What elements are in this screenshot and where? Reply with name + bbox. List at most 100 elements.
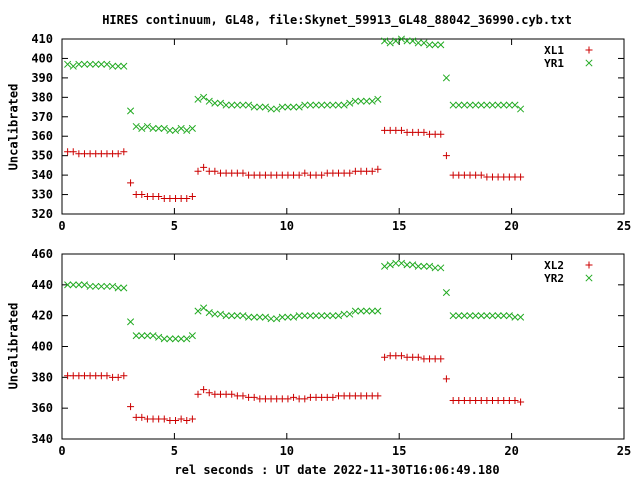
data-point-yr2 [75,281,83,289]
data-point-xl2 [442,375,450,383]
data-point-yr1 [334,101,343,109]
data-point-yr1 [488,101,497,109]
data-point-yr1 [261,103,269,111]
data-point-yr2 [143,332,151,340]
data-point-yr2 [228,312,236,320]
x-tick-label: 10 [280,444,294,458]
data-point-yr2 [488,312,497,320]
data-point-yr1 [312,101,320,109]
data-point-yr1 [127,107,135,115]
data-point-yr1 [80,60,89,68]
data-point-yr2 [494,312,502,320]
data-point-yr2 [205,309,213,317]
legend-marker-xl1 [585,46,593,54]
data-point-yr2 [256,313,264,321]
data-point-yr1 [420,39,428,47]
data-point-xl2 [114,373,122,381]
data-point-xl1 [437,130,445,138]
data-point-xl2 [397,352,405,360]
data-point-yr2 [346,310,354,318]
data-point-yr1 [397,35,406,43]
data-point-yr1 [86,60,94,68]
data-point-yr2 [295,312,303,320]
data-point-yr1 [289,103,298,111]
data-point-xl2 [301,395,309,403]
data-point-yr1 [239,101,247,109]
data-point-yr2 [449,312,457,320]
data-point-yr1 [323,101,331,109]
data-point-yr1 [138,124,146,132]
data-point-yr1 [425,41,434,49]
y-tick-label: 360 [31,401,53,415]
data-point-yr1 [183,126,191,134]
data-point-xl2 [329,393,337,401]
data-point-yr1 [505,101,513,109]
data-point-yr2 [267,315,275,323]
x-tick-label: 15 [392,444,406,458]
data-point-yr2 [120,284,128,292]
y-tick-label: 460 [31,247,53,261]
data-point-yr1 [374,95,382,103]
data-point-yr2 [289,313,298,321]
y-tick-label: 380 [31,370,53,384]
data-point-yr1 [381,37,389,45]
data-point-yr1 [114,62,122,70]
data-point-xl1 [420,128,428,136]
x-tick-label: 5 [171,444,178,458]
data-point-xl1 [301,169,309,177]
data-point-yr1 [357,97,365,105]
data-point-yr1 [205,97,213,105]
data-point-yr2 [472,312,480,320]
data-point-yr1 [273,105,281,113]
data-point-xl2 [160,415,168,423]
data-point-xl1 [477,171,485,179]
data-point-yr1 [103,60,111,68]
data-point-yr2 [233,312,241,320]
data-point-yr1 [120,62,128,70]
data-point-yr2 [425,262,434,270]
data-point-yr2 [166,335,174,343]
data-point-xl2 [127,403,135,411]
data-point-yr2 [301,312,309,320]
data-point-yr2 [92,282,100,290]
data-point-yr2 [505,312,513,320]
data-point-yr1 [216,99,225,107]
data-point-yr2 [183,335,191,343]
data-point-yr1 [143,122,151,131]
data-point-yr1 [250,103,258,111]
data-point-yr1 [403,37,411,45]
data-point-xl1 [346,169,354,177]
plot-frame-1 [61,38,625,215]
data-point-xl1 [211,167,219,175]
y-tick-label: 340 [31,168,53,182]
data-point-yr1 [386,39,394,47]
data-point-yr1 [466,101,474,109]
data-point-yr2 [397,259,406,267]
data-point-yr1 [160,124,168,132]
data-point-yr2 [132,332,140,340]
data-point-yr1 [472,101,480,109]
x-tick-label: 15 [392,219,406,233]
data-point-yr1 [166,126,174,134]
y-tick-label: 340 [31,432,53,446]
y-tick-label: 360 [31,129,53,143]
data-point-yr1 [306,101,314,109]
data-point-yr1 [455,101,463,109]
data-point-yr1 [517,105,525,113]
data-point-yr2 [409,261,417,269]
data-point-xl1 [183,194,191,202]
data-point-yr2 [261,313,269,321]
data-point-yr1 [245,101,253,109]
data-point-xl1 [239,169,247,177]
data-point-yr2 [103,282,111,290]
data-point-yr1 [511,101,519,109]
data-point-yr2 [177,335,185,343]
data-point-yr2 [200,304,208,312]
data-point-yr2 [239,312,247,320]
data-point-yr1 [295,103,303,111]
data-point-yr2 [392,259,400,267]
data-point-yr1 [222,101,230,109]
data-point-yr2 [245,313,253,321]
data-point-xl2 [374,392,382,400]
